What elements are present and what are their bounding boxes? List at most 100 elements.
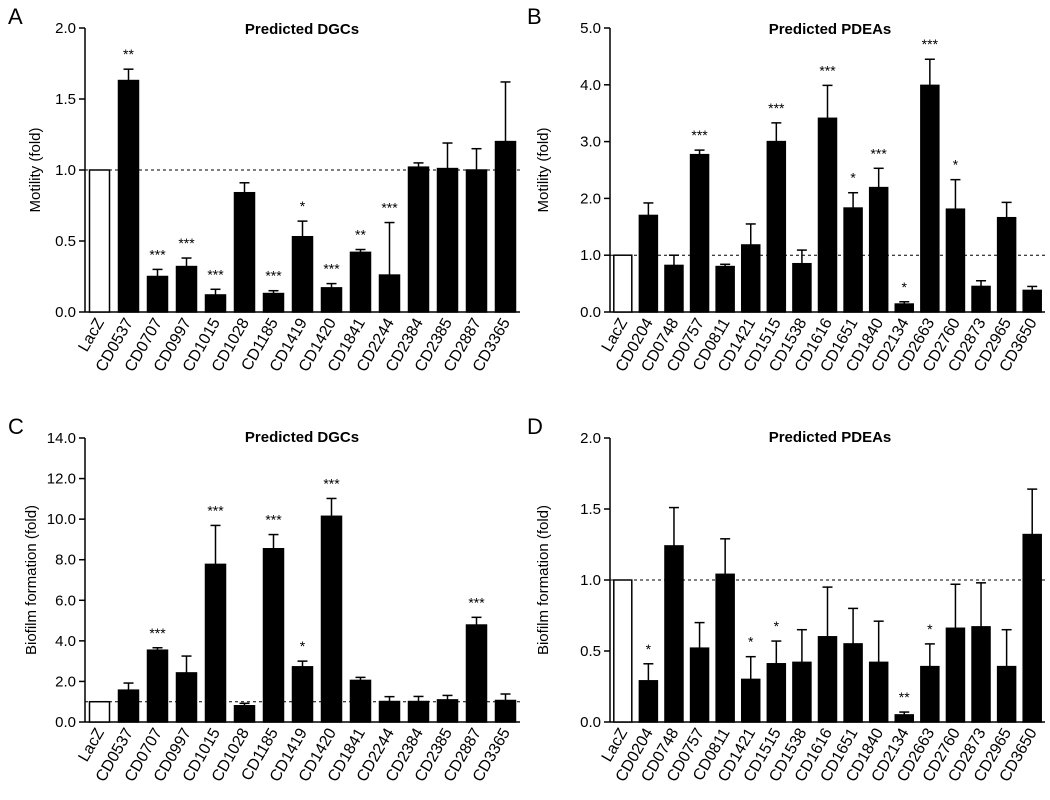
significance-label: ***: [381, 200, 398, 216]
bar-cd0537: [117, 79, 140, 313]
bar-cd1185: [262, 548, 285, 723]
significance-label: ***: [323, 261, 340, 277]
y-tick-label: 0.0: [55, 304, 76, 321]
significance-label: *: [748, 634, 754, 650]
panel-label: A: [8, 4, 23, 29]
bar-cd2384: [407, 166, 430, 313]
bar-cd1419: [291, 666, 314, 723]
bar-cd1028: [233, 705, 256, 723]
bar-cd3650: [1022, 289, 1042, 313]
bar-cd0757: [689, 153, 710, 313]
bar-cd2244: [378, 700, 401, 723]
significance-label: *: [774, 618, 780, 634]
y-tick-label: 1.0: [580, 247, 601, 264]
bar-cd2663: [920, 84, 940, 313]
significance-label: ***: [178, 235, 195, 251]
y-tick-label: 2.0: [55, 20, 76, 37]
significance-label: ***: [323, 475, 340, 491]
bar-cd1419: [291, 235, 314, 313]
bar-cd2385: [436, 699, 459, 723]
chart-title: Predicted PDEAs: [769, 429, 892, 446]
bar-cd0537: [117, 689, 140, 723]
bar-cd0204: [638, 680, 659, 723]
panel-label: D: [527, 414, 543, 439]
bar-cd2244: [378, 274, 401, 313]
bar-cd1515: [766, 663, 787, 723]
significance-label: **: [899, 689, 910, 705]
y-tick-label: 0.0: [55, 714, 76, 731]
bar-cd1538: [792, 262, 812, 313]
bar-cd2385: [436, 167, 459, 313]
y-tick-label: 4.0: [55, 633, 76, 650]
chart-title: Predicted PDEAs: [769, 21, 892, 38]
bar-lacz: [88, 169, 111, 313]
bar-lacz: [613, 254, 633, 313]
y-tick-label: 5.0: [580, 20, 601, 37]
bar-cd2965: [996, 665, 1017, 723]
bar-cd1185: [262, 292, 285, 313]
bar-lacz: [88, 700, 111, 723]
bar-cd2887: [465, 624, 488, 723]
bar-cd1841: [349, 251, 372, 313]
bar-cd2663: [920, 665, 940, 723]
y-tick-label: 2.0: [580, 430, 601, 447]
y-tick-label: 1.5: [580, 501, 601, 518]
y-axis-label: Motility (fold): [535, 127, 552, 212]
bar-cd1515: [766, 140, 787, 313]
bar-cd0997: [175, 265, 198, 313]
y-axis-label: Biofilm formation (fold): [535, 505, 552, 655]
significance-label: ***: [265, 268, 282, 284]
significance-label: **: [355, 227, 366, 243]
significance-label: *: [300, 638, 306, 654]
y-tick-label: 2.0: [55, 673, 76, 690]
bar-cd1420: [320, 515, 343, 723]
y-tick-label: 2.0: [580, 190, 601, 207]
y-tick-label: 8.0: [55, 552, 76, 569]
significance-label: *: [953, 157, 959, 173]
bar-cd2887: [465, 169, 488, 313]
y-tick-label: 0.0: [580, 714, 601, 731]
bar-cd2873: [971, 626, 991, 723]
bar-cd1421: [740, 678, 761, 723]
significance-label: *: [300, 198, 306, 214]
bar-cd0997: [175, 672, 198, 723]
y-tick-label: 10.0: [47, 511, 76, 528]
significance-label: ***: [149, 625, 166, 641]
significance-label: *: [902, 279, 908, 295]
chart-panel-d: D Predicted PDEAs Biofilm formation (fold)…: [527, 414, 1045, 785]
significance-label: ***: [768, 100, 785, 116]
bar-cd1841: [349, 679, 372, 723]
significance-label: ***: [207, 266, 224, 282]
bar-cd3365: [494, 140, 517, 313]
chart-panel-c: C Predicted DGCs Biofilm formation (fold) 0…: [8, 414, 520, 785]
bar-cd0811: [715, 573, 735, 723]
y-tick-label: 3.0: [580, 134, 601, 151]
significance-label: **: [123, 46, 134, 62]
bar-cd1840: [868, 661, 889, 723]
bar-cd1651: [843, 643, 863, 723]
bar-cd0811: [715, 265, 735, 313]
bar-cd1421: [740, 244, 761, 313]
chart-panel-a: A Predicted DGCs Motility (fold) 0.0 0.5 1.0 1…: [8, 4, 520, 375]
significance-label: ***: [207, 502, 224, 518]
y-tick-label: 1.5: [55, 91, 76, 108]
bar-cd1651: [843, 207, 863, 313]
significance-label: ***: [819, 62, 836, 78]
bar-cd1028: [233, 191, 256, 313]
bar-cd1616: [817, 636, 838, 723]
bar-cd0748: [664, 545, 684, 723]
bar-cd0707: [146, 275, 169, 313]
panel-label: C: [8, 414, 24, 439]
bar-cd1538: [792, 661, 812, 723]
bar-cd0204: [638, 214, 659, 313]
bar-cd0748: [664, 264, 684, 313]
bar-cd0707: [146, 649, 169, 723]
panel-label: B: [527, 4, 542, 29]
y-tick-label: 0.5: [55, 233, 76, 250]
bar-cd2965: [996, 216, 1017, 313]
y-tick-label: 12.0: [47, 471, 76, 488]
bar-cd2134: [894, 303, 915, 313]
significance-label: ***: [922, 36, 939, 52]
significance-label: ***: [691, 127, 708, 143]
